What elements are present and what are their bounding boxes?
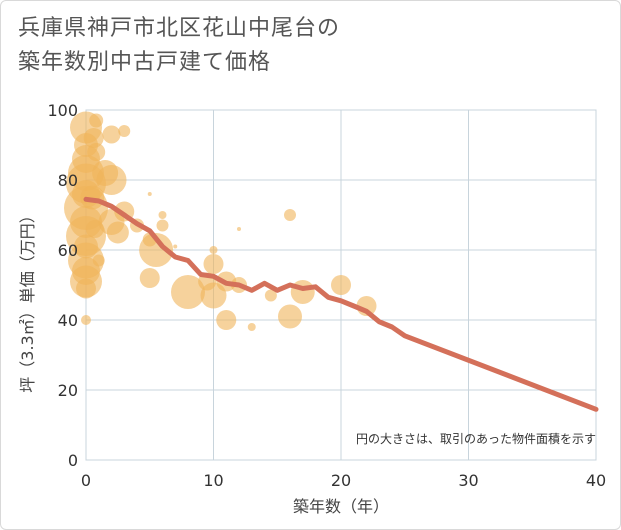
bubble-point: [216, 310, 237, 330]
bubble-point: [106, 221, 129, 244]
trend-line: [83, 196, 599, 412]
bubble-point: [92, 254, 105, 267]
x-axis-title: 築年数（年）: [293, 497, 389, 516]
chart-title-line-1: 兵庫県神戸市北区花山中尾台の: [18, 16, 341, 41]
bubble-point: [81, 315, 91, 325]
bubble-point: [158, 211, 167, 219]
y-tick-label: 80: [58, 171, 78, 190]
chart-title: 兵庫県神戸市北区花山中尾台の 築年数別中古戸建て価格: [18, 12, 340, 80]
y-tick-label: 20: [58, 381, 78, 400]
bubble-point: [76, 278, 96, 299]
bubble-point: [87, 143, 106, 161]
bubble-point: [264, 289, 277, 302]
bubble-point: [237, 227, 241, 231]
bubble-point: [156, 219, 169, 232]
x-tick-labels: 0 10 20 30 40: [81, 471, 606, 490]
bubble-point: [284, 209, 296, 221]
bubble-point: [147, 192, 152, 196]
bubble-point: [139, 268, 160, 288]
y-tick-label: 100: [47, 101, 78, 120]
bubble-point: [278, 304, 302, 329]
bubble-point: [247, 323, 256, 331]
x-tick-label: 0: [81, 471, 91, 490]
bubble-point: [171, 275, 205, 309]
bubble-point: [96, 165, 127, 195]
y-tick-label: 0: [68, 451, 78, 470]
bubble-point: [209, 246, 218, 254]
chart-title-line-2: 築年数別中古戸建て価格: [18, 50, 272, 75]
bubble-point: [102, 125, 121, 144]
y-tick-label: 60: [58, 241, 78, 260]
x-tick-label: 40: [586, 471, 606, 490]
bubble-point: [203, 254, 224, 274]
y-axis-title: 坪（3.3㎡）単価（万円）: [18, 207, 37, 392]
bubble-point: [118, 125, 131, 137]
x-tick-label: 20: [331, 471, 351, 490]
y-tick-label: 40: [58, 311, 78, 330]
x-tick-label: 10: [203, 471, 223, 490]
bubble-point: [331, 275, 351, 295]
x-tick-label: 30: [458, 471, 478, 490]
bubble-point: [89, 113, 104, 128]
bubble-point: [139, 233, 174, 267]
bubble-series: [64, 111, 377, 331]
y-tick-labels: 0 20 40 60 80 100: [47, 101, 78, 470]
bubble-point: [173, 244, 178, 249]
bubble-point: [83, 128, 104, 148]
bubble-size-note: 円の大きさは、取引のあった物件面積を示す: [356, 431, 596, 446]
